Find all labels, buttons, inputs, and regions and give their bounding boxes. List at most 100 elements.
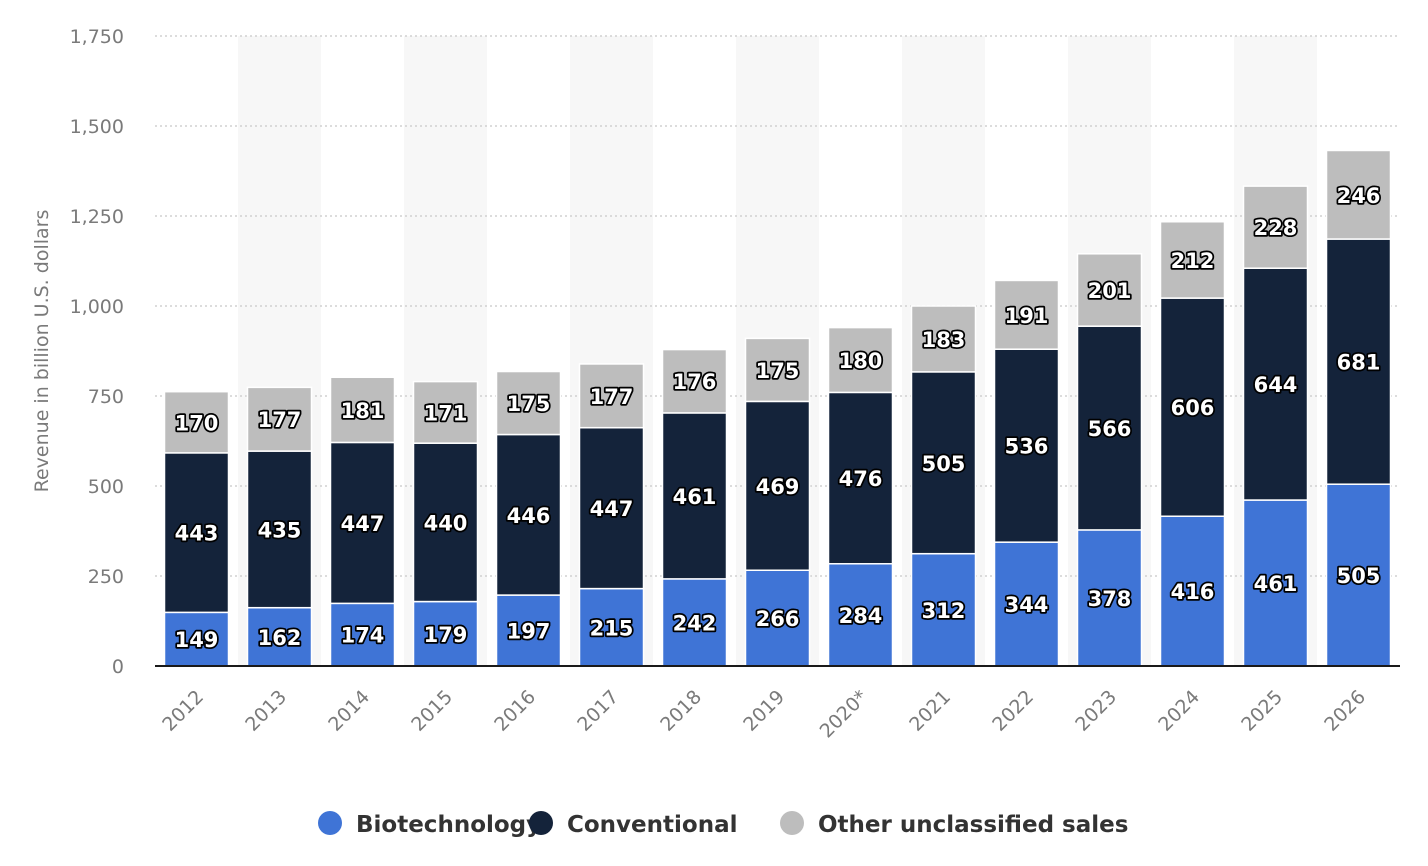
x-axis-ticks: 2012 2013 2014 2015 2016 2017 2018 2019 2020* 202…: [158, 686, 1370, 742]
x-tick-label: 2012: [158, 686, 208, 736]
data-label: 447: [590, 497, 634, 521]
data-label: 181: [341, 399, 385, 423]
bar-segment: [495, 370, 562, 436]
data-label: 171: [424, 401, 468, 425]
bar-segment: [246, 386, 313, 452]
bar-segment: [1242, 185, 1309, 269]
data-label: 170: [175, 411, 219, 435]
bar-segment: [578, 363, 645, 429]
data-label: 242: [673, 611, 717, 635]
x-tick-label: 2020*: [816, 686, 872, 742]
bar-segment: [412, 600, 479, 667]
data-label: 378: [1088, 587, 1132, 611]
legend-marker: [318, 811, 342, 835]
bar-segment: [1242, 267, 1309, 501]
data-label: 177: [258, 408, 302, 432]
data-label: 284: [839, 604, 883, 628]
bar-segment: [163, 390, 230, 454]
bar-segment: [1242, 499, 1309, 667]
data-label: 175: [507, 392, 551, 416]
data-label: 440: [424, 511, 468, 535]
bar-segment: [993, 348, 1060, 543]
data-label: 435: [258, 518, 302, 542]
bar-segment: [661, 578, 728, 667]
legend-marker: [529, 811, 553, 835]
x-tick-label: 2025: [1237, 686, 1287, 736]
bar-segment: [661, 412, 728, 580]
data-label: 505: [1337, 564, 1381, 588]
data-label: 191: [1005, 304, 1049, 328]
bar-segment: [1325, 238, 1392, 485]
bar-segment: [495, 433, 562, 596]
bar-segment: [744, 337, 811, 403]
data-label: 443: [175, 522, 219, 546]
data-label: 566: [1088, 417, 1132, 441]
y-tick-label: 1,500: [70, 116, 124, 138]
bar-segment: [1159, 221, 1226, 299]
data-label: 215: [590, 616, 634, 640]
data-label: 228: [1254, 216, 1298, 240]
bar-segment: [827, 391, 894, 565]
y-tick-label: 250: [88, 566, 124, 588]
bar-segment: [827, 326, 894, 394]
data-label: 446: [507, 504, 551, 528]
bar-segment: [910, 305, 977, 373]
bar-segment: [412, 380, 479, 444]
legend-label[interactable]: Other unclassified sales: [818, 812, 1128, 838]
bar-segment: [1076, 253, 1143, 327]
x-tick-label: 2017: [573, 686, 623, 736]
bar-segment: [910, 371, 977, 555]
bar-segment: [1159, 297, 1226, 517]
bar-segment: [661, 348, 728, 414]
legend-marker: [780, 811, 804, 835]
x-tick-label: 2022: [988, 686, 1038, 736]
x-tick-label: 2014: [324, 686, 374, 736]
data-label: 536: [1005, 435, 1049, 459]
data-label: 177: [590, 385, 634, 409]
x-tick-label: 2015: [407, 686, 457, 736]
data-label: 469: [756, 475, 800, 499]
y-tick-label: 1,000: [70, 296, 124, 318]
data-label: 312: [922, 599, 966, 623]
y-tick-label: 1,750: [70, 26, 124, 48]
bar-segment: [744, 400, 811, 571]
data-label: 183: [922, 328, 966, 352]
bar-segment: [329, 376, 396, 444]
data-label: 180: [839, 349, 883, 373]
bars: 149 443 170 162 435 177 174 447 181 179 440 171 197 4…: [163, 149, 1392, 667]
x-tick-label: 2024: [1154, 686, 1204, 736]
y-tick-label: 1,250: [70, 206, 124, 228]
bar-segment: [993, 541, 1060, 667]
legend-label[interactable]: Biotechnology: [356, 812, 541, 838]
data-label: 174: [341, 624, 385, 648]
data-label: 606: [1171, 396, 1215, 420]
data-label: 344: [1005, 593, 1049, 617]
bar-segment: [163, 452, 230, 614]
data-label: 175: [756, 359, 800, 383]
bar-segment: [1076, 325, 1143, 531]
data-label: 266: [756, 607, 800, 631]
data-label: 162: [258, 626, 302, 650]
data-label: 246: [1337, 184, 1381, 208]
bar-segment: [1325, 149, 1392, 240]
y-tick-label: 0: [112, 656, 124, 678]
y-axis-label: Revenue in billion U.S. dollars: [31, 210, 53, 493]
bar-segment: [993, 279, 1060, 350]
data-label: 461: [1254, 572, 1298, 596]
data-label: 681: [1337, 351, 1381, 375]
x-tick-label: 2023: [1071, 686, 1121, 736]
bar-segment: [495, 594, 562, 667]
x-tick-label: 2019: [739, 686, 789, 736]
bar-segment: [329, 602, 396, 667]
bar-segment: [329, 441, 396, 605]
bar-segment: [1076, 529, 1143, 667]
data-label: 505: [922, 452, 966, 476]
legend: Biotechnology Conventional Other unclassif…: [318, 811, 1128, 838]
bar-segment: [1325, 483, 1392, 667]
data-label: 416: [1171, 580, 1215, 604]
data-label: 644: [1254, 373, 1298, 397]
y-tick-label: 750: [88, 386, 124, 408]
legend-label[interactable]: Conventional: [567, 812, 737, 838]
